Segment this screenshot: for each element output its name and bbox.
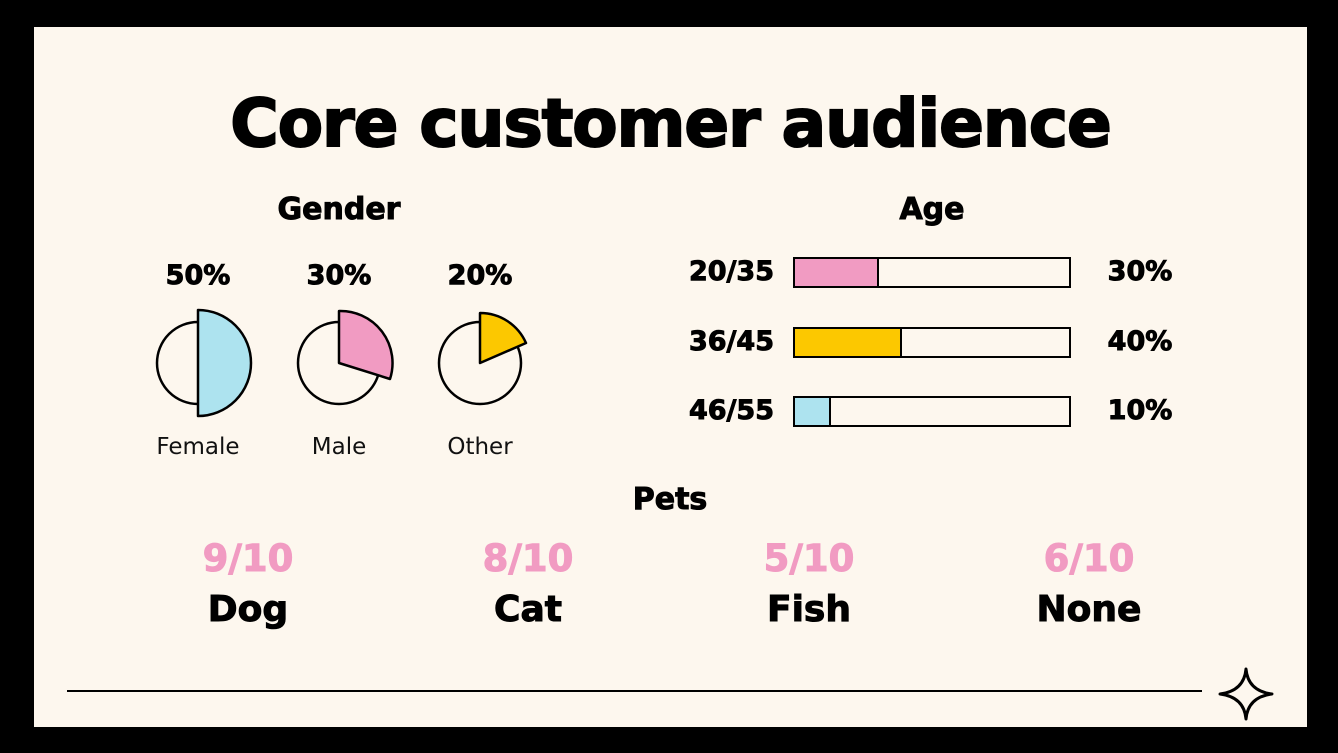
pie-female xyxy=(155,308,253,418)
pet-name: Dog xyxy=(207,589,289,631)
pet-score: 6/10 xyxy=(1043,537,1135,581)
pet-score: 8/10 xyxy=(482,537,574,581)
pet-score: 5/10 xyxy=(763,537,855,581)
age-bar xyxy=(793,396,1071,427)
gender-other-percent: 20% xyxy=(447,260,513,292)
slide: Core customer audience Gender 50% 30% 20… xyxy=(34,27,1307,727)
pet-name: Cat xyxy=(494,589,563,631)
age-bar-fill xyxy=(795,259,880,286)
gender-female-percent: 50% xyxy=(165,260,231,292)
age-bar xyxy=(793,257,1071,288)
gender-male-percent: 30% xyxy=(306,260,372,292)
age-bar-fill xyxy=(795,398,832,425)
gender-male-label: Male xyxy=(311,434,367,460)
age-range-label: 36/45 xyxy=(688,326,774,358)
gender-heading: Gender xyxy=(277,192,401,228)
age-bar-fill xyxy=(795,329,903,356)
pet-name: Fish xyxy=(767,589,852,631)
age-range-label: 46/55 xyxy=(688,395,774,427)
gender-female-label: Female xyxy=(156,434,240,460)
divider-line xyxy=(67,690,1202,692)
gender-other-label: Other xyxy=(447,434,513,460)
pet-name: None xyxy=(1036,589,1142,631)
page-title: Core customer audience xyxy=(229,84,1112,163)
pie-male xyxy=(296,309,394,406)
pie-other xyxy=(437,311,528,406)
age-value: 10% xyxy=(1107,395,1173,427)
age-heading: Age xyxy=(899,192,965,228)
sparkle-star-icon xyxy=(1218,667,1274,721)
age-range-label: 20/35 xyxy=(688,256,774,288)
age-value: 40% xyxy=(1107,326,1173,358)
age-bar xyxy=(793,327,1071,358)
age-value: 30% xyxy=(1107,256,1173,288)
pet-score: 9/10 xyxy=(202,537,294,581)
pets-heading: Pets xyxy=(632,482,708,518)
